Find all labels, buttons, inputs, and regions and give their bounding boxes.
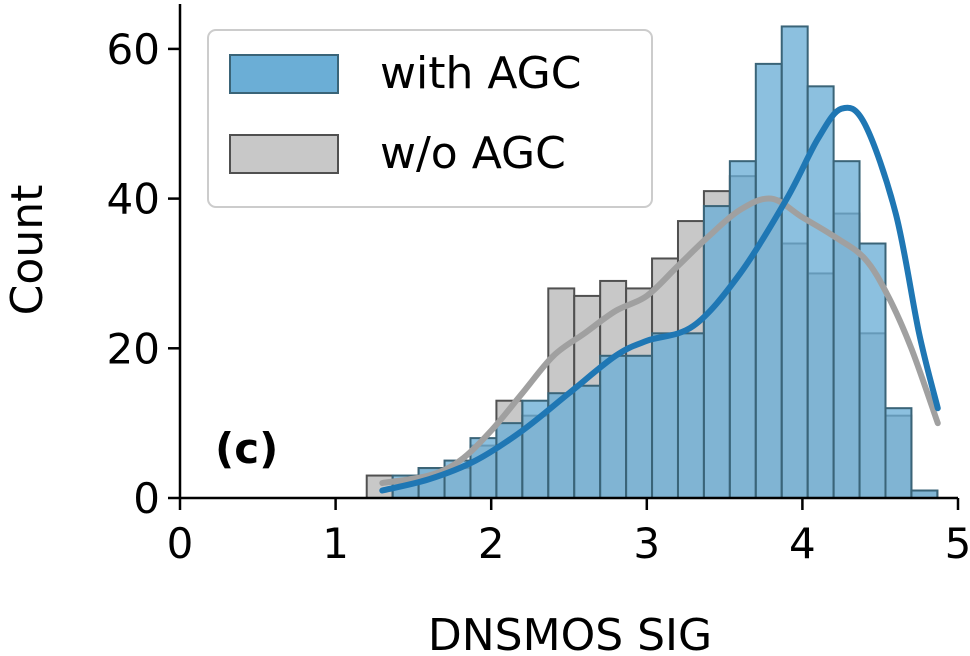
y-tick-label-3: 60 bbox=[107, 25, 160, 74]
legend: with AGC w/o AGC bbox=[207, 29, 653, 208]
axes: 0 1 2 3 4 5 0 20 40 60 bbox=[107, 4, 970, 568]
kde-curve-w-o-agc bbox=[379, 195, 941, 487]
bar-with-agc-7 bbox=[547, 392, 576, 500]
bar-with-agc-18 bbox=[832, 160, 861, 499]
y-tick-label-1: 20 bbox=[107, 324, 160, 373]
y-axis-label: Count bbox=[2, 185, 53, 316]
bar-with-agc-8 bbox=[573, 384, 602, 499]
x-tick-label-4: 4 bbox=[789, 519, 816, 568]
bar-with-agc-16 bbox=[780, 25, 809, 499]
legend-swatch-with-agc bbox=[229, 54, 339, 94]
plot-area bbox=[365, 25, 941, 500]
kde-curve-with-agc bbox=[379, 104, 941, 494]
x-tick-label-1: 1 bbox=[322, 519, 349, 568]
x-tick-label-0: 0 bbox=[167, 519, 194, 568]
x-tick-label-3: 3 bbox=[633, 519, 660, 568]
x-tick-label-2: 2 bbox=[478, 519, 505, 568]
legend-label-with-agc: with AGC bbox=[380, 48, 581, 99]
bar-with-agc-13 bbox=[702, 205, 731, 499]
legend-swatch-w-o-agc bbox=[229, 134, 339, 174]
y-tick-label-0: 0 bbox=[133, 474, 160, 523]
bar-with-agc-9 bbox=[599, 354, 628, 499]
bar-with-agc-15 bbox=[754, 62, 783, 500]
bar-with-agc-12 bbox=[676, 332, 705, 500]
bar-with-agc-10 bbox=[625, 354, 654, 499]
x-axis-label: DNSMOS SIG bbox=[428, 610, 712, 656]
x-tick-label-5: 5 bbox=[945, 519, 970, 568]
legend-label-w-o-agc: w/o AGC bbox=[380, 128, 566, 179]
bar-with-agc-11 bbox=[651, 332, 679, 500]
bar-with-agc-20 bbox=[884, 407, 913, 500]
panel-label: (c) bbox=[215, 424, 278, 473]
y-tick-label-2: 40 bbox=[107, 175, 160, 224]
